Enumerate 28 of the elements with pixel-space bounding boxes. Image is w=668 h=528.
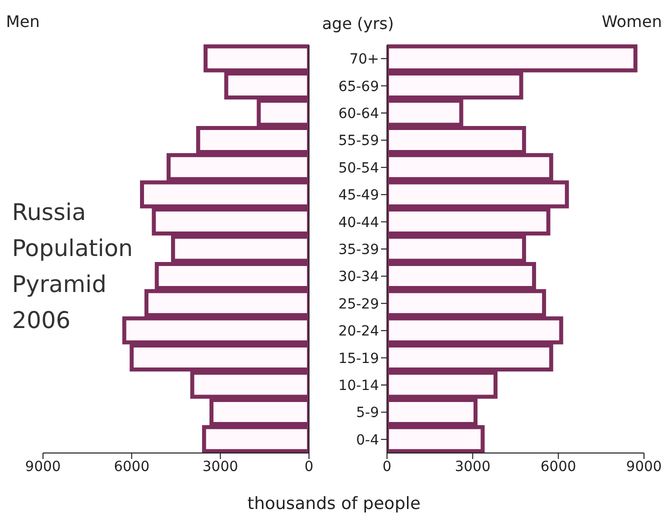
y-tick-label: 65-69: [338, 78, 379, 95]
series-label: Women: [602, 12, 662, 31]
y-tick-label: 10-14: [338, 378, 380, 394]
y-tick-label: 45-49: [338, 188, 379, 204]
text: Men: [6, 12, 40, 31]
x-tick-label: 0: [382, 458, 392, 475]
y-axis-title: age (yrs): [321, 14, 395, 33]
x-tick-label: 3000: [202, 458, 238, 475]
x-axis-title: thousands of people: [246, 494, 422, 514]
text: Russia Population Pyramid 2006: [12, 199, 134, 336]
x-tick-label: 3000: [454, 458, 490, 475]
y-tick-label: 35-39: [338, 242, 379, 258]
y-tick-label: 0-4: [356, 432, 380, 448]
y-tick-label: 55-59: [338, 133, 379, 150]
x-tick-label: 9000: [626, 458, 662, 475]
x-tick-label: 9000: [25, 458, 61, 475]
y-tick-label: 30-34: [338, 269, 380, 286]
y-tick-label: 70+: [349, 52, 379, 68]
y-tick-label: 20-24: [338, 324, 380, 340]
y-tick-label: 15-19: [338, 350, 379, 367]
y-tick-label: 5-9: [356, 405, 379, 422]
x-tick-label: 6000: [540, 458, 576, 475]
x-tick-label: 6000: [114, 458, 150, 475]
y-tick-label: 40-44: [338, 214, 380, 231]
y-tick-label: 25-29: [338, 296, 379, 312]
y-tick-label: 50-54: [338, 160, 380, 176]
y-tick-label: 60-64: [338, 106, 380, 122]
x-tick-label: 0: [304, 458, 314, 475]
